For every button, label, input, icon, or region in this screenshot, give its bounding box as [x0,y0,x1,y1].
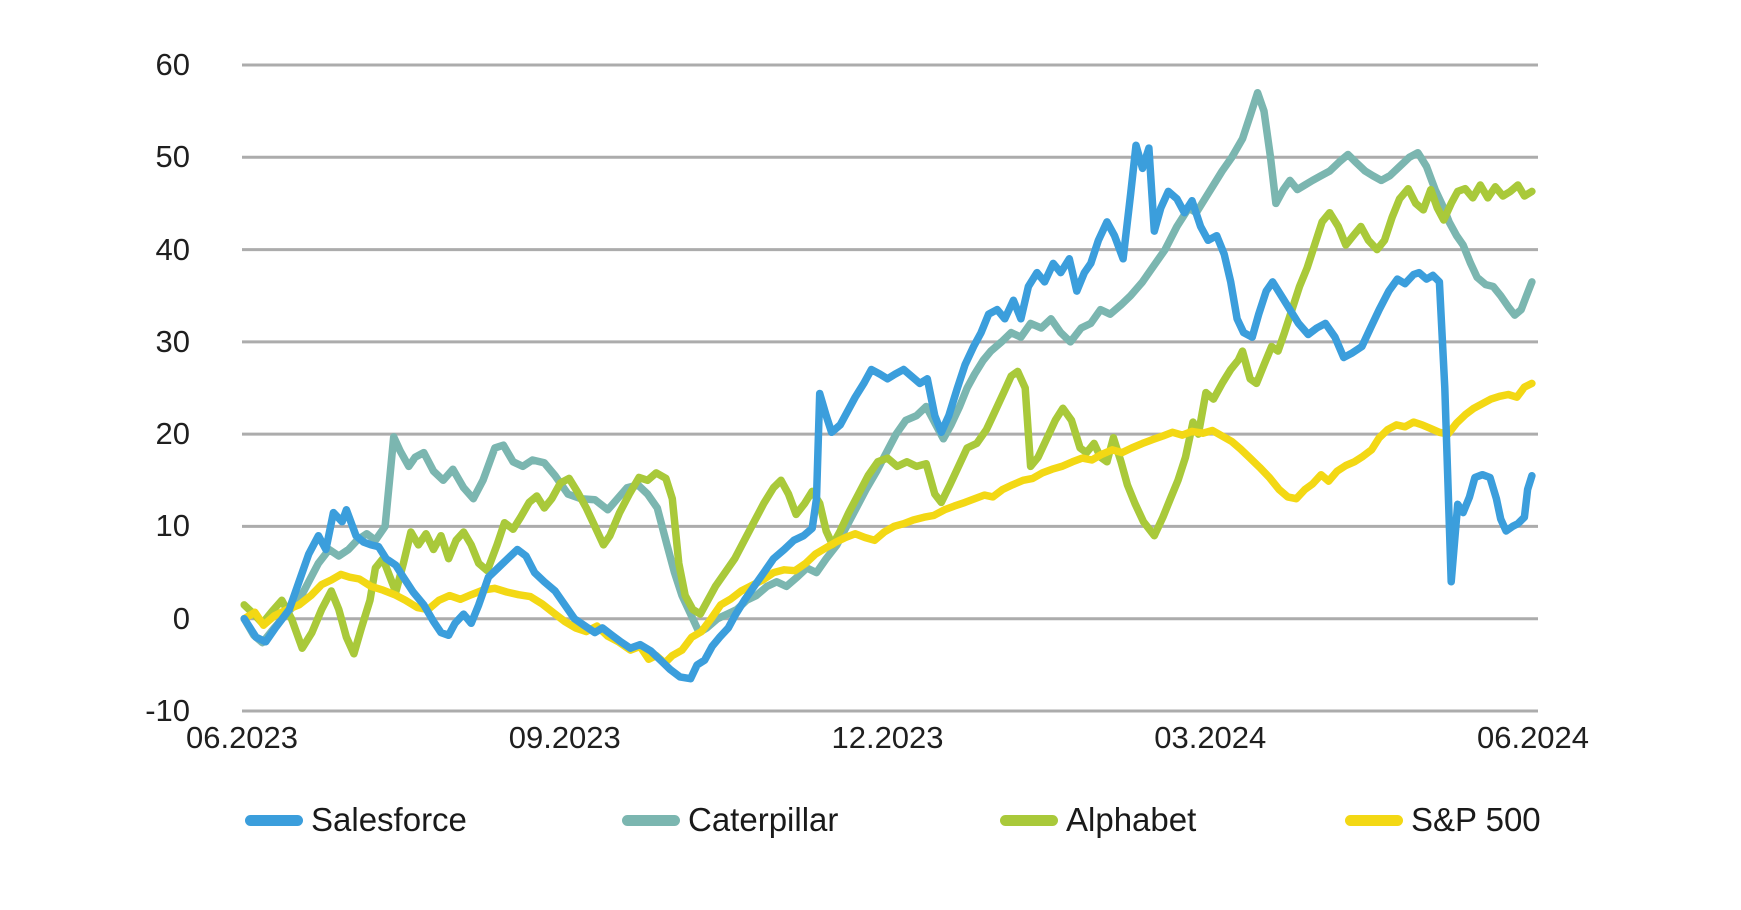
legend-item-alphabet: Alphabet [1000,798,1196,842]
x-tick-label: 12.2023 [831,720,944,755]
x-tick-label: 06.2024 [1476,720,1590,755]
legend-item-caterpillar: Caterpillar [622,798,838,842]
legend-label-sp500: S&P 500 [1411,801,1541,838]
legend-label-caterpillar: Caterpillar [688,801,839,838]
sp500-line-swatch-icon [1345,814,1403,826]
legend-item-sp500: S&P 500 [1345,798,1541,842]
chart-legend: Salesforce Caterpillar Alphabet S&P 500 [0,798,1741,848]
x-tick-label: 09.2023 [508,720,621,755]
y-tick-label: 60 [155,47,190,82]
legend-label-salesforce: Salesforce [311,801,467,838]
legend-item-salesforce: Salesforce [245,798,467,842]
y-tick-label: 0 [172,600,190,636]
y-tick-label: 40 [155,231,190,267]
salesforce-line-swatch-icon [245,814,303,826]
series-line-salesforce [240,141,1536,683]
alphabet-line-swatch-icon [1000,814,1058,826]
y-tick-label: 20 [155,416,190,452]
y-tick-label: 30 [155,323,190,359]
series-line-alphabet [240,181,1536,658]
x-tick-label: 06.2023 [185,720,299,755]
x-tick-label: 03.2024 [1154,720,1267,755]
series-lines [240,88,1536,683]
caterpillar-line-swatch-icon [622,814,680,826]
y-tick-label: -10 [145,693,190,728]
y-tick-label: 50 [155,139,190,175]
y-tick-label: 10 [155,508,190,544]
legend-label-alphabet: Alphabet [1066,801,1197,838]
series-line-caterpillar [240,88,1536,647]
